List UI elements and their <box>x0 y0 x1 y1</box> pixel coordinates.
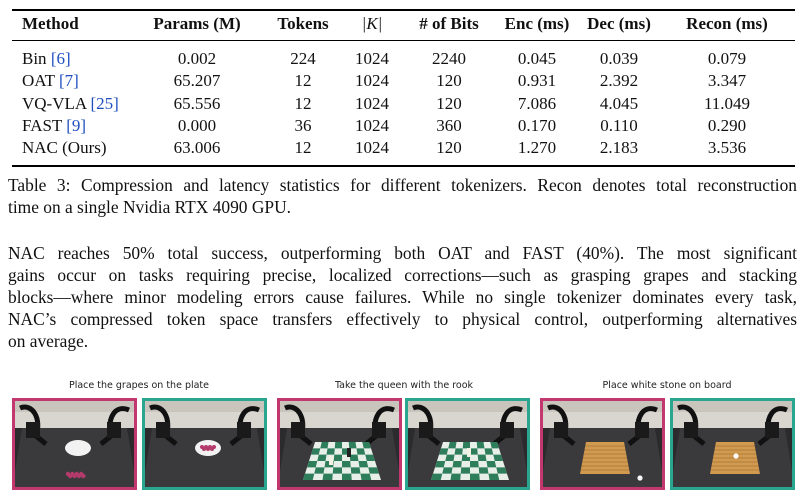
value-cell: 1024 <box>355 138 389 158</box>
text-line: NAC’s compressed token space transfers e… <box>8 309 797 329</box>
citation: [6] <box>50 49 71 68</box>
value-cell: 0.290 <box>707 115 747 135</box>
value-cell: 65.556 <box>173 93 221 113</box>
value-cell: 224 <box>290 49 316 68</box>
header-cell: # of Bits <box>419 14 479 33</box>
panel-title: Take the queen with the rook <box>334 380 474 391</box>
header-cell: Dec (ms) <box>587 14 651 33</box>
photo <box>405 398 530 490</box>
panel-title: Place white stone on board <box>602 380 732 391</box>
method-cell: Bin [6] <box>22 49 71 69</box>
method-cell: OAT [7] <box>22 71 79 91</box>
header-cell: Enc (ms) <box>504 14 570 33</box>
value-cell: 0.002 <box>177 49 217 68</box>
method-cell: VQ-VLA [25] <box>22 94 119 114</box>
citation: [25] <box>90 93 119 113</box>
text-line: Table 3: Compression and latency statist… <box>8 175 797 195</box>
value-cell: 2.183 <box>599 138 639 158</box>
value-cell: 0.039 <box>599 49 639 68</box>
bottom-rule <box>12 165 795 167</box>
value-cell: 0.000 <box>177 115 217 135</box>
method-name: Bin <box>22 49 47 68</box>
method-name: VQ-VLA <box>22 93 87 113</box>
mid-rule <box>12 40 795 41</box>
text-line: time on a single Nvidia RTX 4090 GPU. <box>8 197 291 217</box>
method-cell: FAST [9] <box>22 116 86 136</box>
photo <box>540 398 665 490</box>
header-cell: Recon (ms) <box>686 14 768 33</box>
value-cell: 7.086 <box>517 93 557 113</box>
value-cell: 1024 <box>355 93 389 113</box>
text-line: NAC reaches 50% total success, outperfor… <box>8 243 797 263</box>
value-cell: 1024 <box>355 49 389 68</box>
value-cell: 120 <box>436 93 462 113</box>
method-name: OAT <box>22 71 55 91</box>
value-cell: 63.006 <box>173 138 221 158</box>
value-cell: 65.207 <box>173 71 221 91</box>
value-cell: 1024 <box>355 71 389 91</box>
value-cell: 120 <box>436 138 462 158</box>
citation: [7] <box>59 71 79 91</box>
photo <box>670 398 795 490</box>
value-cell: 0.110 <box>600 115 638 135</box>
value-cell: 120 <box>436 71 462 91</box>
value-cell: 0.931 <box>517 71 557 91</box>
photo <box>12 398 137 490</box>
value-cell: 0.079 <box>707 49 747 68</box>
panel-title: Place the grapes on the plate <box>68 380 210 391</box>
header-cell: |K| <box>361 14 383 33</box>
top-rule <box>12 9 795 11</box>
value-cell: 360 <box>436 115 462 135</box>
header-cell: Method <box>22 14 79 33</box>
method-cell: NAC (Ours) <box>22 138 107 158</box>
citation: [9] <box>66 115 87 135</box>
text-line: on average. <box>8 331 89 351</box>
photo <box>277 398 402 490</box>
value-cell: 1.270 <box>517 138 557 158</box>
value-cell: 0.045 <box>517 49 557 68</box>
value-cell: 3.536 <box>707 138 747 158</box>
text-line: gains occur on tasks requiring precise, … <box>8 265 797 285</box>
value-cell: 4.045 <box>599 93 639 113</box>
value-cell: 11.049 <box>703 93 751 113</box>
photo <box>142 398 267 490</box>
method-name: NAC (Ours) <box>22 138 107 158</box>
value-cell: 3.347 <box>707 71 747 91</box>
text-line: blocks—where minor modeling errors cause… <box>8 287 797 307</box>
value-cell: 12 <box>294 138 312 158</box>
header-cell: Tokens <box>277 14 329 33</box>
value-cell: 2240 <box>432 49 466 68</box>
value-cell: 1024 <box>355 115 389 135</box>
value-cell: 12 <box>294 93 312 113</box>
value-cell: 0.170 <box>517 115 557 135</box>
method-name: FAST <box>22 115 63 135</box>
header-cell: Params (M) <box>153 14 241 33</box>
value-cell: 36 <box>294 115 312 135</box>
value-cell: 2.392 <box>599 71 639 91</box>
value-cell: 12 <box>294 71 312 91</box>
